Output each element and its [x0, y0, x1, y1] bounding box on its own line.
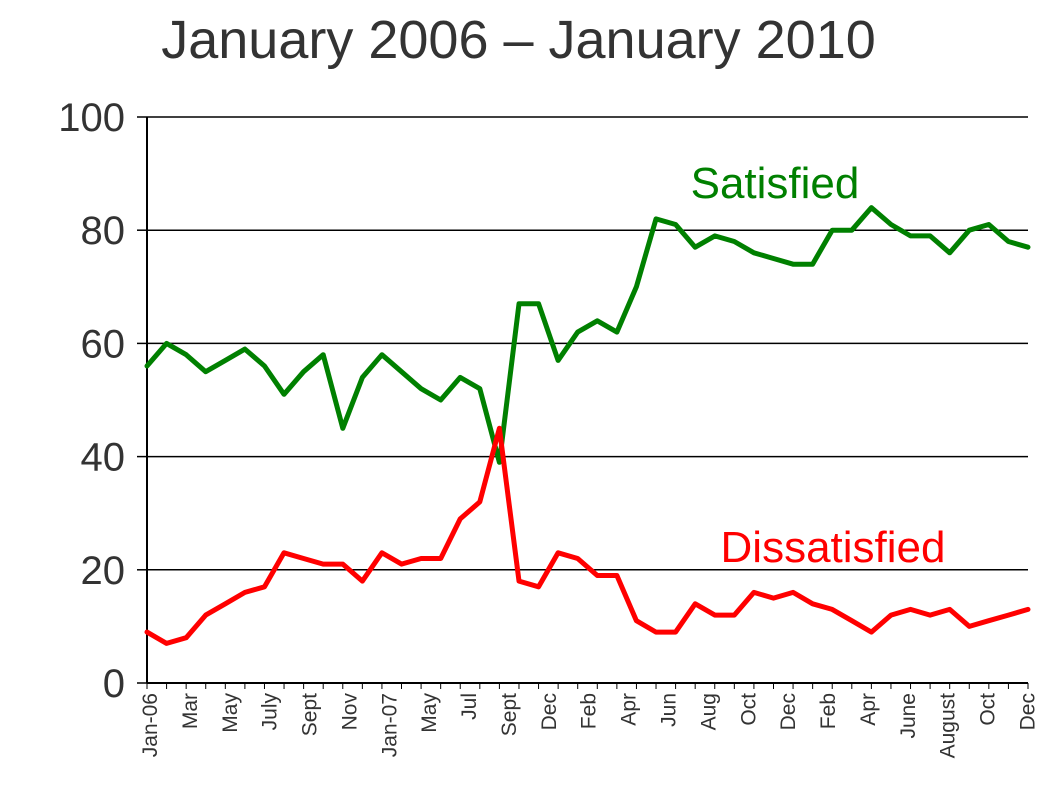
y-tick-label: 40 — [81, 436, 126, 480]
series-label-satisfied: Satisfied — [691, 159, 860, 208]
series-label-dissatisfied: Dissatisfied — [721, 523, 946, 572]
x-tick-label: Jun — [658, 693, 681, 727]
x-tick-label: May — [219, 693, 242, 733]
x-tick-label: Sept — [299, 693, 322, 736]
y-tick-label: 100 — [58, 96, 125, 140]
x-tick-label: May — [418, 693, 441, 733]
y-tick-label: 20 — [81, 549, 126, 593]
x-tick-label: Dec — [777, 693, 800, 730]
series-lines — [144, 205, 1031, 646]
x-tick-label: Feb — [817, 693, 840, 729]
x-tick-label: Aug — [697, 693, 720, 730]
gridlines — [137, 116, 1028, 684]
x-axis-ticks: Jan-06 Mar May July Sept Nov Jan-07 May Jul Sept D… — [139, 683, 1037, 758]
x-tick-label: Apr — [857, 693, 880, 726]
x-tick-label: Jul — [458, 693, 481, 720]
y-axis-ticks: 0 20 40 60 80 100 — [58, 96, 125, 706]
x-tick-label: Jan-06 — [139, 693, 162, 757]
x-tick-label: Jan-07 — [378, 693, 401, 757]
x-tick-label: Dec — [1016, 693, 1037, 730]
x-tick-label: August — [937, 693, 960, 759]
x-tick-label: Feb — [578, 693, 601, 729]
axes — [146, 117, 1028, 684]
x-tick-label: July — [259, 693, 282, 731]
x-tick-label: Mar — [179, 693, 202, 729]
chart-title: January 2006 – January 2010 — [161, 10, 876, 70]
series-line-satisfied — [144, 205, 1031, 465]
x-tick-label: Dec — [538, 693, 561, 730]
x-tick-label: Apr — [618, 693, 641, 726]
x-tick-label: Oct — [737, 693, 760, 726]
x-tick-label: June — [897, 693, 920, 739]
y-tick-label: 60 — [81, 322, 126, 366]
series-line-dissatisfied — [144, 425, 1031, 646]
series-labels: Satisfied Dissatisfied — [691, 159, 946, 572]
x-tick-label: Oct — [977, 693, 1000, 726]
y-tick-label: 80 — [81, 209, 126, 253]
y-tick-label: 0 — [103, 662, 125, 706]
x-tick-label: Sept — [498, 693, 521, 736]
x-tick-label: Nov — [338, 693, 361, 731]
